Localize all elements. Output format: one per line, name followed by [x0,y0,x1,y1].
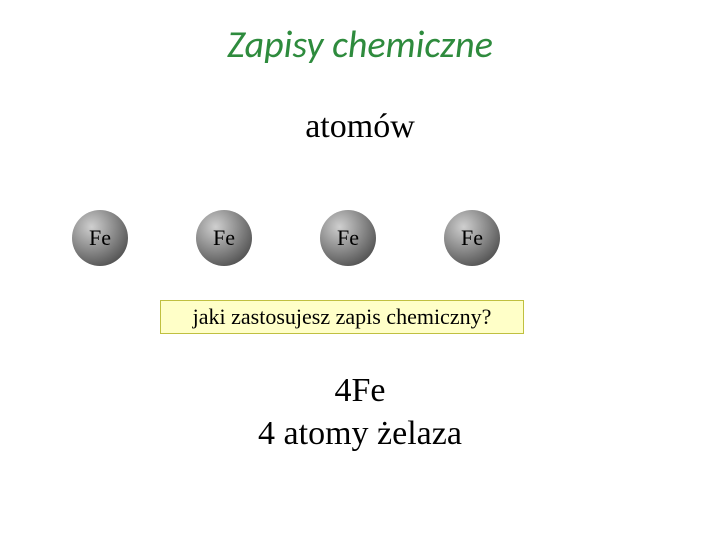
question-box: jaki zastosujesz zapis chemiczny? [160,300,524,334]
answer-description: 4 atomy żelaza [0,413,720,456]
slide-container: Zapisy chemiczne atomów Fe Fe Fe Fe jaki… [0,0,720,540]
atom-fe-2: Fe [196,210,252,266]
answer-formula: 4Fe [0,370,720,413]
slide-subtitle: atomów [0,108,720,146]
slide-title: Zapisy chemiczne [0,22,720,68]
atom-fe-1: Fe [72,210,128,266]
answer-block: 4Fe 4 atomy żelaza [0,370,720,455]
atom-fe-3: Fe [320,210,376,266]
atom-fe-4: Fe [444,210,500,266]
